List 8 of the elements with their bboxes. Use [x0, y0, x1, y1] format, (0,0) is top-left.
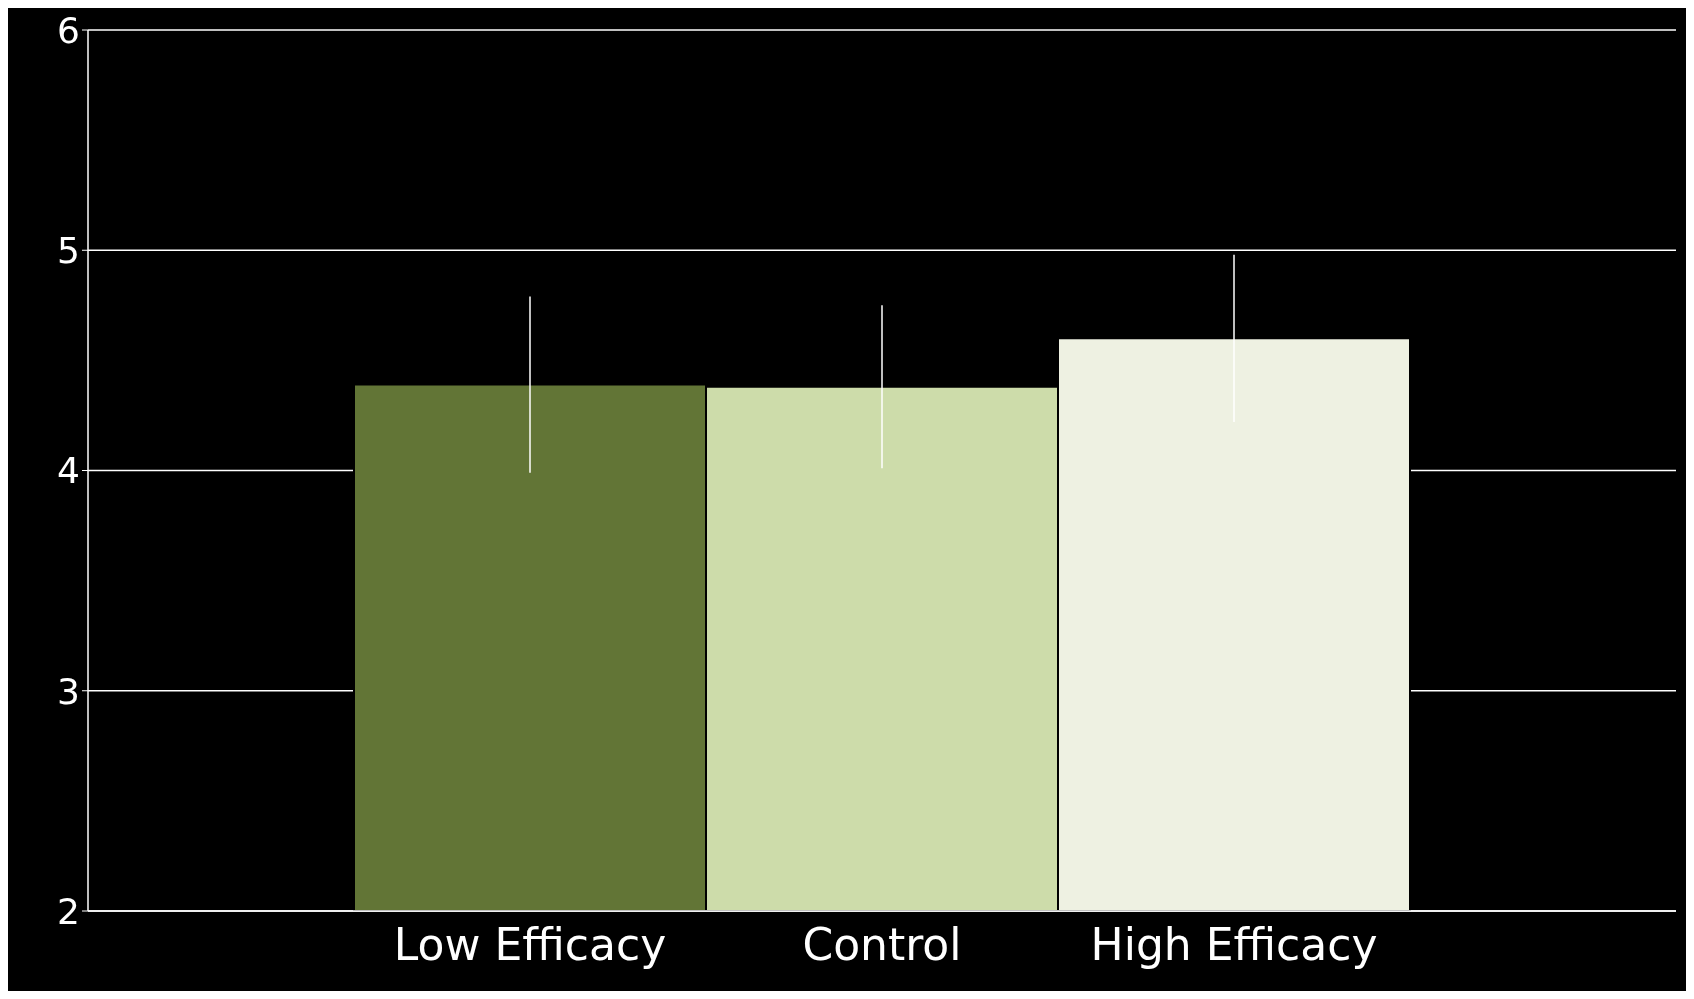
y-tick-label: 4 [57, 450, 80, 492]
x-tick-label: High Efficacy [1090, 919, 1378, 971]
y-tick-label: 2 [57, 890, 80, 932]
x-tick-label: Control [802, 919, 962, 971]
y-tick-label: 5 [57, 230, 80, 272]
x-tick-label: Low Efficacy [393, 919, 667, 971]
y-tick-label: 6 [57, 9, 80, 51]
y-tick-label: 3 [57, 670, 80, 712]
